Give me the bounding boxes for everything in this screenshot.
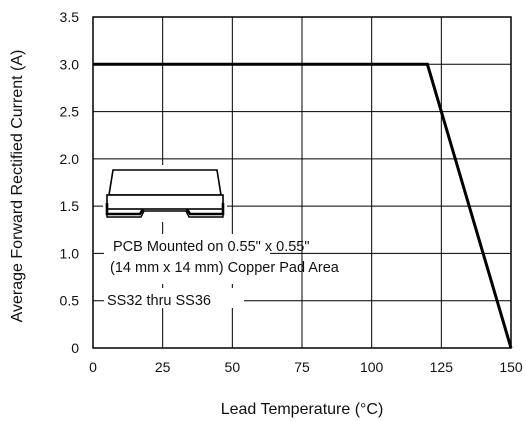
y-tick-label: 1.5 [60, 198, 80, 214]
part-label-box [104, 288, 244, 308]
part-range-label: SS32 thru SS36 [107, 293, 211, 309]
x-tick-label: 100 [360, 359, 384, 375]
x-axis-ticks: 0 25 50 75 100 125 150 [89, 359, 523, 375]
x-tick-label: 125 [430, 359, 454, 375]
y-tick-label: 0.5 [60, 293, 80, 309]
y-tick-label: 3.5 [60, 9, 80, 25]
plot-area [92, 16, 512, 349]
smd-package-icon [103, 165, 227, 222]
y-axis-title: Average Forward Rectified Current (A) [9, 50, 26, 323]
y-tick-label: 0 [71, 340, 79, 356]
y-axis-ticks: 0 0.5 1.0 1.5 2.0 2.5 3.0 3.5 [60, 9, 80, 356]
annotation-box [104, 234, 270, 284]
y-tick-label: 1.0 [60, 245, 80, 261]
x-tick-label: 25 [155, 359, 171, 375]
y-tick-label: 2.0 [60, 151, 80, 167]
y-tick-label: 3.0 [60, 56, 80, 72]
x-tick-label: 75 [294, 359, 310, 375]
x-tick-label: 50 [225, 359, 241, 375]
x-tick-label: 150 [499, 359, 523, 375]
series-layer [92, 62, 513, 349]
x-axis-title: Lead Temperature (°C) [221, 401, 384, 418]
pcb-mount-line1: PCB Mounted on 0.55" x 0.55" [113, 239, 310, 255]
y-tick-label: 2.5 [60, 104, 80, 120]
x-tick-label: 0 [89, 359, 97, 375]
pcb-mount-line2: (14 mm x 14 mm) Copper Pad Area [110, 260, 340, 276]
